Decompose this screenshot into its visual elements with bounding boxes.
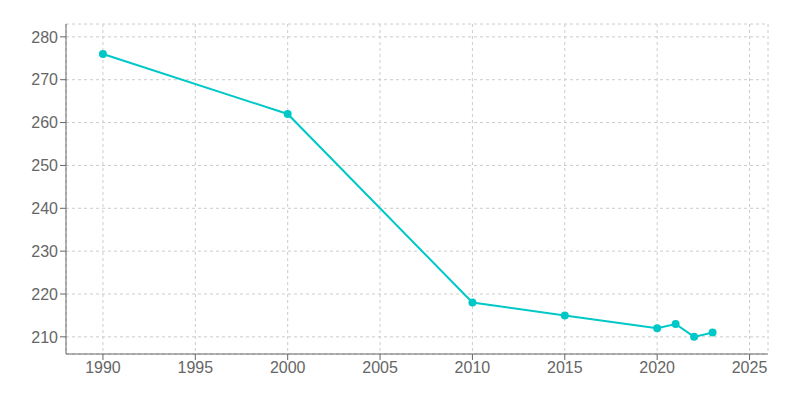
svg-text:1995: 1995: [178, 359, 214, 376]
svg-text:1990: 1990: [85, 359, 121, 376]
svg-text:220: 220: [31, 286, 58, 303]
svg-text:240: 240: [31, 200, 58, 217]
svg-text:260: 260: [31, 114, 58, 131]
svg-text:230: 230: [31, 243, 58, 260]
svg-text:2000: 2000: [270, 359, 306, 376]
svg-text:2005: 2005: [362, 359, 398, 376]
svg-text:210: 210: [31, 329, 58, 346]
svg-text:2015: 2015: [547, 359, 583, 376]
svg-text:2010: 2010: [455, 359, 491, 376]
svg-text:2020: 2020: [639, 359, 675, 376]
svg-text:270: 270: [31, 71, 58, 88]
svg-text:280: 280: [31, 29, 58, 46]
svg-text:250: 250: [31, 157, 58, 174]
svg-text:2025: 2025: [732, 359, 768, 376]
